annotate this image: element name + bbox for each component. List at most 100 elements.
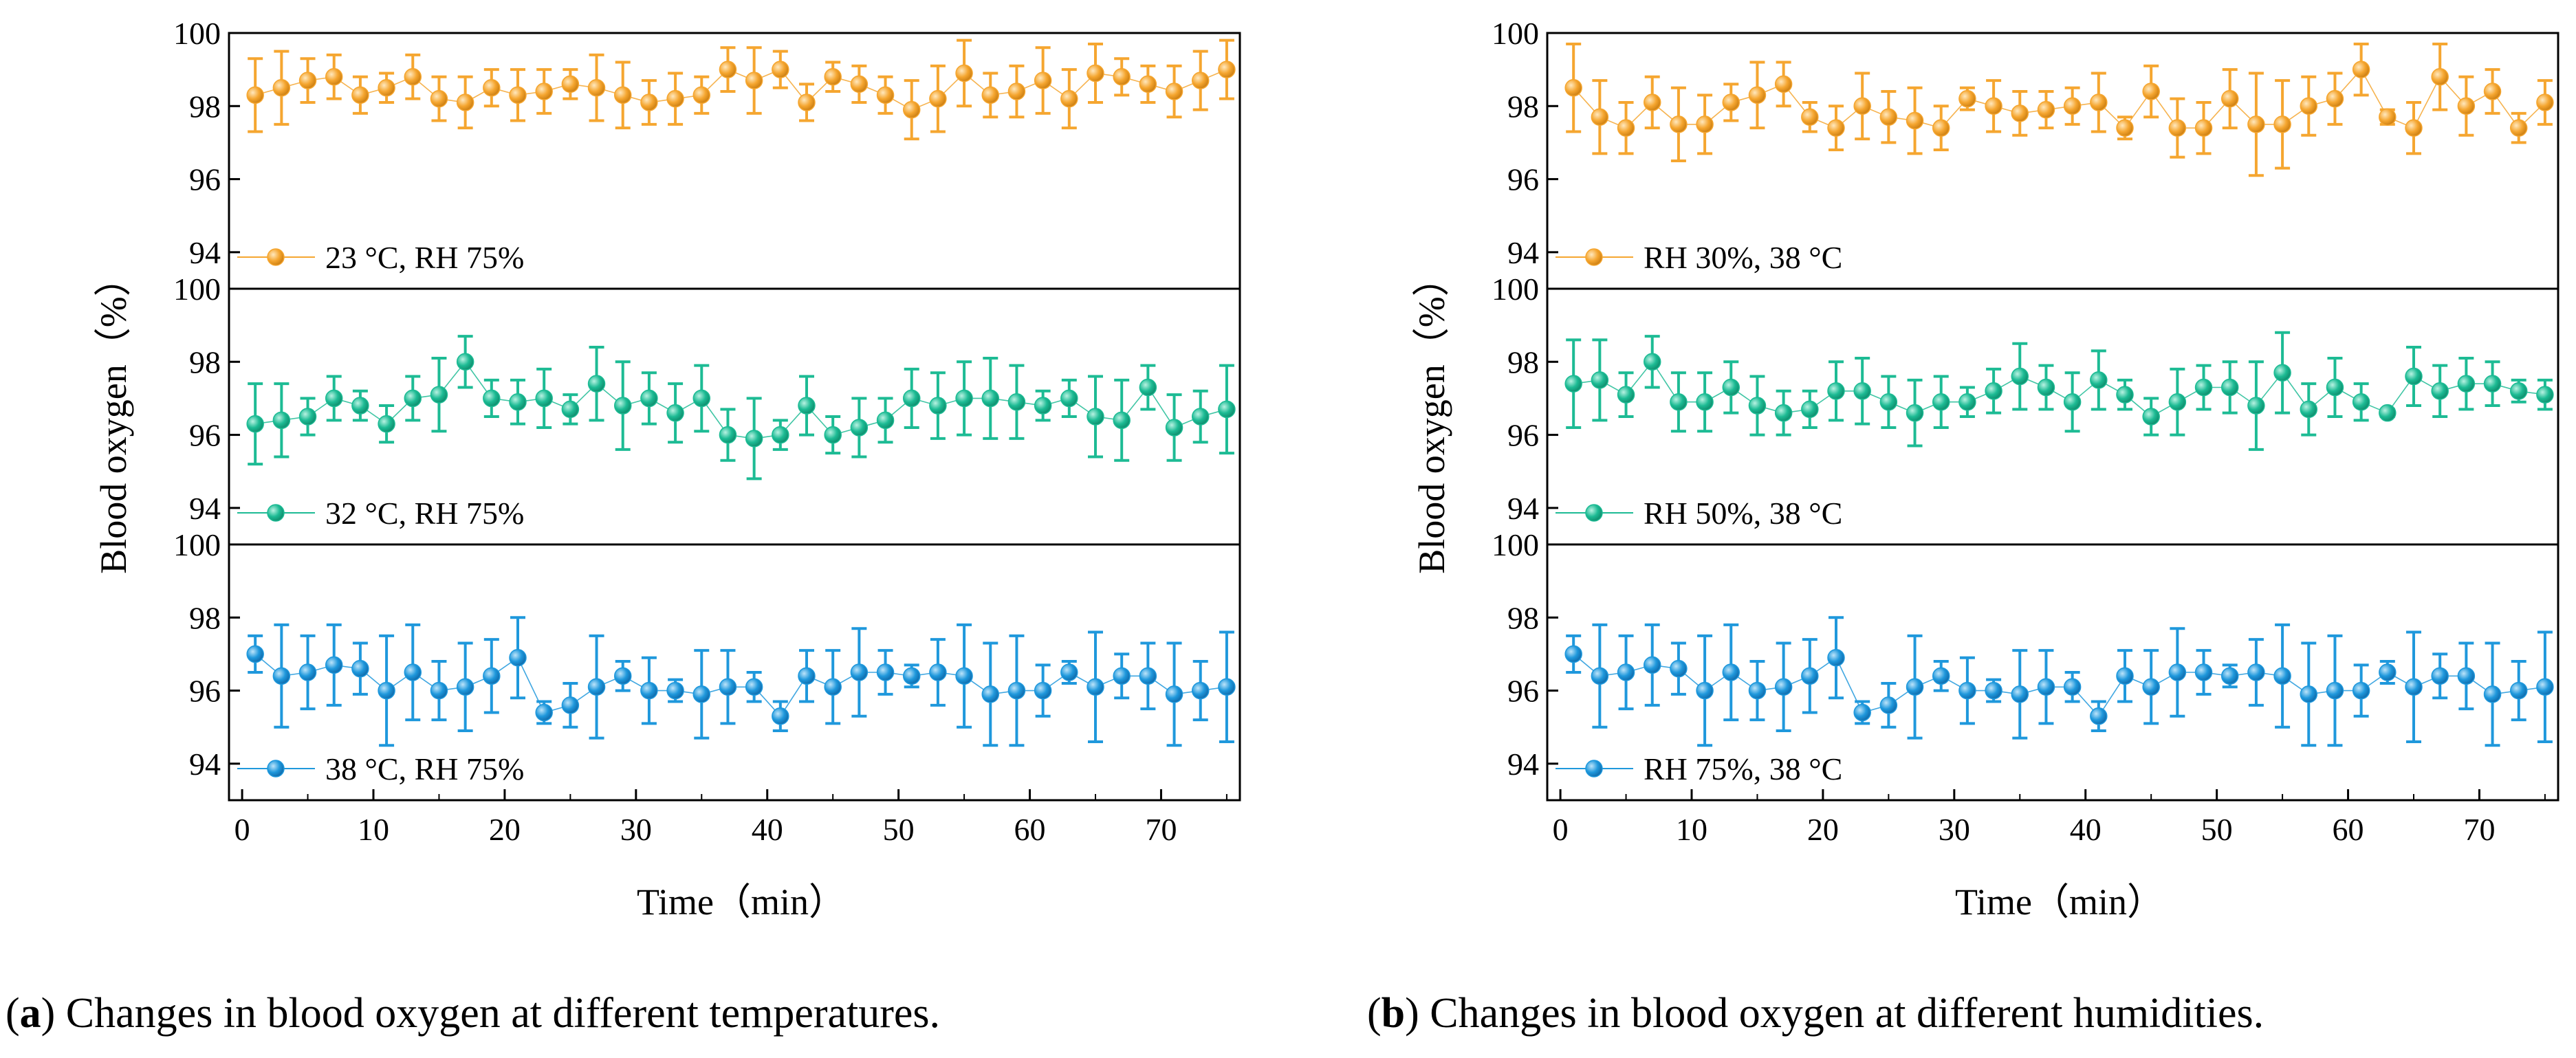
data-point	[298, 408, 317, 426]
series-line	[254, 653, 1227, 718]
data-point	[1722, 93, 1740, 111]
data-point	[1879, 393, 1898, 411]
data-point	[1218, 60, 1236, 78]
data-point	[955, 64, 973, 82]
data-point	[2300, 97, 2318, 115]
y-tick-label: 100	[1492, 16, 1539, 51]
data-point	[772, 707, 789, 725]
legend-label: 23 °C, RH 75%	[325, 240, 524, 275]
data-point	[1801, 108, 1819, 126]
legend-marker	[1585, 248, 1603, 266]
data-point	[2011, 367, 2029, 386]
data-point	[1801, 667, 1819, 685]
data-point	[2037, 100, 2055, 119]
y-tick-label: 96	[1507, 418, 1539, 453]
data-point	[2300, 685, 2318, 703]
data-point	[1218, 678, 1236, 696]
data-point	[2536, 678, 2554, 696]
data-point	[798, 397, 816, 415]
data-point	[640, 93, 658, 111]
data-point	[1139, 667, 1157, 685]
x-tick-label: 20	[1807, 812, 1839, 847]
y-tick-label: 100	[1492, 272, 1539, 307]
data-point	[1060, 89, 1078, 108]
data-point	[1853, 382, 1871, 400]
y-tick-label: 100	[173, 527, 221, 562]
data-point	[798, 667, 816, 685]
data-point	[745, 71, 763, 89]
y-axis-title: Blood oxygen（%）	[1411, 259, 1452, 573]
data-point	[1139, 75, 1157, 93]
data-point	[483, 667, 501, 685]
data-point	[246, 415, 264, 433]
data-point	[876, 86, 895, 104]
plot-frame	[228, 543, 1241, 802]
data-point	[745, 430, 763, 448]
data-point	[1879, 696, 1898, 714]
data-point	[1643, 93, 1661, 111]
data-point	[561, 696, 580, 714]
data-point	[1191, 408, 1210, 426]
x-axis-title: Time（min）	[637, 881, 846, 923]
data-point	[2063, 678, 2082, 696]
data-point	[666, 89, 684, 108]
data-point	[2220, 378, 2239, 397]
data-point	[272, 411, 291, 430]
x-tick-label: 70	[1145, 812, 1177, 847]
data-point	[1827, 382, 1845, 400]
data-point	[1696, 115, 1714, 133]
data-point	[1670, 115, 1688, 133]
data-point	[692, 86, 711, 104]
data-point	[1696, 393, 1714, 411]
data-point	[1165, 419, 1183, 437]
data-point	[272, 667, 291, 685]
data-point	[2037, 378, 2055, 397]
y-tick-label: 100	[1492, 527, 1539, 562]
y-tick-label: 94	[189, 235, 221, 270]
x-tick-label: 30	[1939, 812, 1970, 847]
x-tick-label: 40	[2070, 812, 2102, 847]
data-point	[719, 426, 737, 444]
data-point	[1113, 667, 1131, 685]
data-point	[1191, 681, 1210, 700]
data-point	[1165, 685, 1183, 703]
data-point	[2247, 115, 2265, 133]
x-tick-label: 70	[2463, 812, 2495, 847]
data-point	[1932, 393, 1950, 411]
data-point	[2168, 663, 2187, 681]
data-point	[325, 68, 343, 86]
data-point	[561, 400, 580, 419]
caption-paren-open: (	[6, 990, 20, 1037]
data-point	[2247, 663, 2265, 681]
data-point	[1007, 681, 1026, 700]
data-point	[2220, 89, 2239, 108]
caption-text: ) Changes in blood oxygen at different t…	[41, 990, 940, 1037]
data-point	[587, 678, 606, 696]
y-tick-label: 94	[189, 491, 221, 526]
data-point	[929, 663, 947, 681]
subplot-3: 94 96 98 100 38 °C, RH 75%	[173, 527, 1241, 802]
y-tick-label: 98	[1507, 600, 1539, 635]
series-line	[254, 69, 1227, 111]
y-axis-title: Blood oxygen（%）	[93, 259, 134, 573]
data-point	[955, 389, 973, 408]
y-tick-label: 94	[1507, 491, 1539, 526]
data-point	[351, 86, 369, 104]
data-point	[2431, 382, 2449, 400]
data-point	[456, 678, 474, 696]
x-tick-label: 0	[1553, 812, 1569, 847]
data-point	[1060, 389, 1078, 408]
data-point	[2509, 681, 2528, 700]
y-tick-label: 98	[1507, 344, 1539, 379]
data-point	[456, 93, 474, 111]
data-point	[378, 415, 395, 433]
data-point	[509, 393, 527, 411]
y-tick-label: 94	[1507, 235, 1539, 270]
data-point	[1617, 386, 1635, 404]
data-point	[1139, 378, 1157, 397]
data-point	[2090, 707, 2108, 725]
data-point	[351, 397, 369, 415]
data-point	[981, 685, 1000, 703]
data-point	[509, 648, 527, 667]
